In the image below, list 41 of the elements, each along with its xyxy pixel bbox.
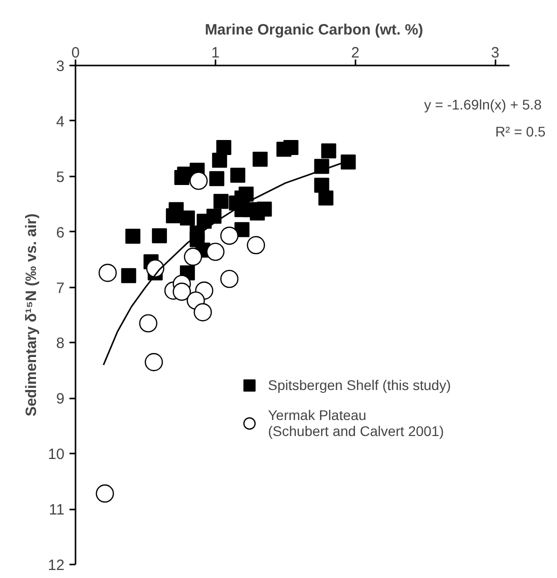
point: [213, 194, 228, 209]
point: [252, 152, 268, 167]
point: [340, 154, 356, 170]
y-tick-label: 9: [56, 390, 64, 408]
x-tick-label: 0: [71, 44, 80, 62]
y-tick-label: 8: [56, 335, 64, 352]
y-tick-label: 4: [56, 113, 64, 130]
point: [125, 228, 140, 244]
point: [216, 140, 232, 156]
x-tick-label: 3: [490, 44, 500, 62]
point: [180, 210, 195, 226]
point: [314, 158, 330, 174]
legend-label: Spitsbergen Shelf (this study): [268, 377, 451, 393]
point: [212, 152, 228, 168]
y-tick-label: 11: [48, 502, 65, 519]
point: [230, 168, 246, 183]
y-tick-label: 5: [56, 168, 64, 186]
y-tick-label: 7: [56, 280, 64, 297]
point: [321, 143, 336, 158]
x-tick-label: 2: [351, 44, 360, 62]
y-tick-label: 12: [48, 557, 65, 574]
point: [238, 186, 254, 202]
point: [206, 208, 222, 224]
point: [146, 259, 164, 278]
annotation: y = -1.69ln(x) + 5.8: [424, 96, 542, 112]
point: [172, 282, 191, 301]
x-tick-label: 1: [211, 44, 220, 62]
point: [189, 172, 208, 190]
point: [318, 190, 334, 206]
point: [121, 268, 136, 284]
point: [256, 202, 272, 217]
x-axis-title: Marine Organic Carbon (wt. %): [204, 22, 424, 38]
point: [209, 171, 224, 186]
point: [283, 140, 298, 156]
point: [152, 228, 167, 244]
y-tick-label: 3: [56, 58, 64, 75]
y-tick-label: 6: [56, 224, 64, 242]
y-axis-title: Sedimentary δ¹⁵N (‰ vs. air): [22, 214, 40, 416]
annotation: R² = 0.5: [495, 124, 546, 140]
y-tick-label: 10: [48, 446, 65, 464]
legend-label: Yermak Plateau (Schubert and Calvert 2001): [268, 407, 444, 439]
